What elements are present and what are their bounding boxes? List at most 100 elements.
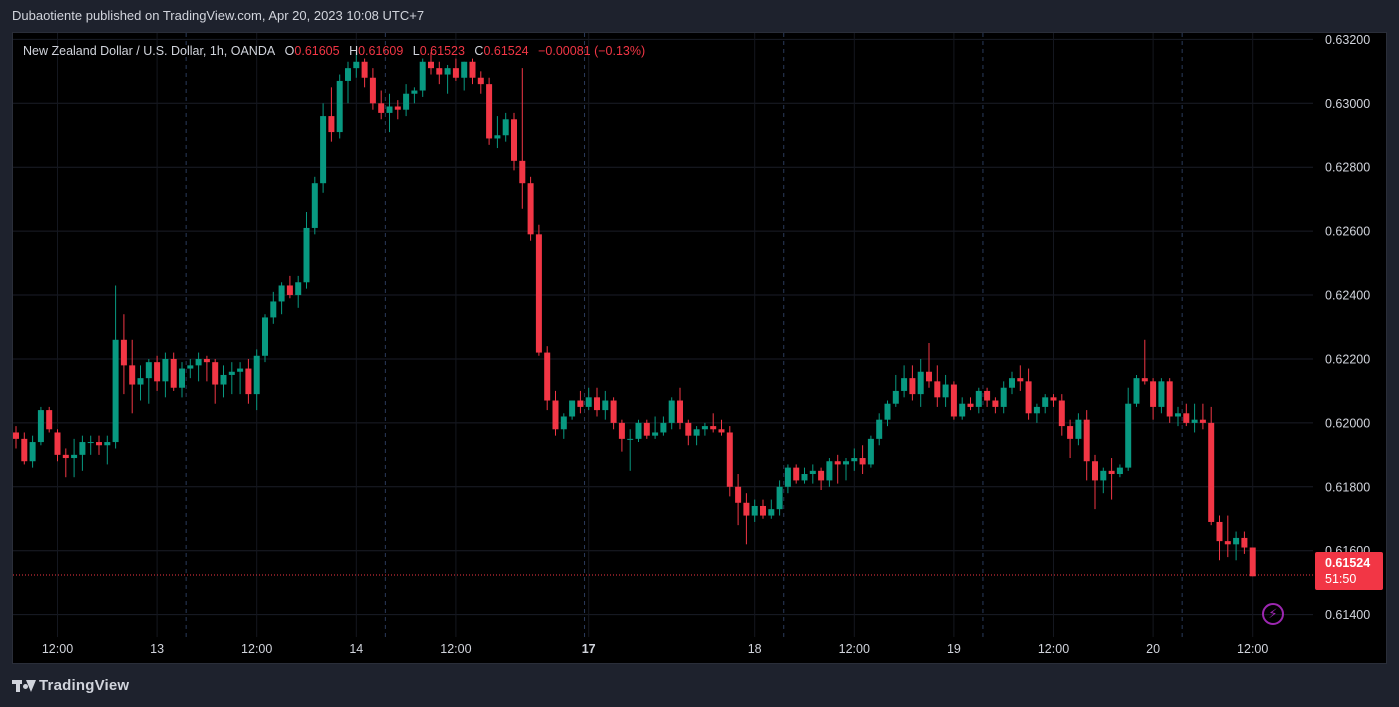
candlestick-chart[interactable]: 0.614000.616000.618000.620000.622000.624… — [13, 33, 1386, 663]
candle[interactable] — [560, 413, 567, 439]
candle[interactable] — [934, 365, 941, 407]
candle[interactable] — [369, 68, 376, 110]
candle[interactable] — [1067, 419, 1074, 459]
candle[interactable] — [1183, 403, 1190, 427]
candle[interactable] — [884, 400, 891, 427]
candle[interactable] — [79, 435, 86, 471]
candle[interactable] — [403, 84, 410, 117]
candle[interactable] — [170, 352, 177, 391]
candle[interactable] — [743, 493, 750, 545]
lightning-bolt-icon[interactable]: ⚡ — [1262, 603, 1284, 625]
candle[interactable] — [71, 438, 78, 478]
candle[interactable] — [602, 390, 609, 420]
candle[interactable] — [336, 74, 343, 139]
candle[interactable] — [187, 358, 194, 379]
candle[interactable] — [693, 426, 700, 446]
candle[interactable] — [1050, 394, 1057, 407]
candle[interactable] — [942, 374, 949, 407]
candle[interactable] — [677, 387, 683, 430]
candle[interactable] — [544, 346, 551, 411]
candle[interactable] — [353, 52, 360, 78]
candle[interactable] — [618, 419, 625, 452]
candle[interactable] — [901, 365, 908, 398]
candle[interactable] — [1141, 339, 1148, 385]
candle[interactable] — [701, 422, 708, 436]
candle[interactable] — [959, 397, 966, 420]
candle[interactable] — [527, 176, 534, 241]
candle[interactable] — [834, 454, 841, 484]
candle[interactable] — [1224, 515, 1231, 558]
candle[interactable] — [1166, 378, 1173, 423]
candle[interactable] — [950, 381, 957, 420]
candle[interactable] — [569, 400, 576, 420]
candle[interactable] — [818, 467, 825, 490]
candle[interactable] — [62, 448, 69, 478]
candle[interactable] — [21, 432, 28, 465]
candle[interactable] — [768, 499, 775, 519]
candle[interactable] — [710, 413, 717, 433]
candle[interactable] — [212, 358, 219, 404]
candle[interactable] — [652, 416, 659, 439]
candle[interactable] — [577, 390, 584, 414]
candle[interactable] — [494, 116, 501, 149]
candle[interactable] — [162, 352, 169, 398]
candle[interactable] — [328, 87, 335, 142]
candle[interactable] — [502, 112, 509, 142]
candle[interactable] — [87, 435, 94, 455]
candle[interactable] — [120, 314, 127, 395]
candle[interactable] — [660, 416, 667, 436]
candle[interactable] — [237, 362, 244, 395]
candle[interactable] — [278, 282, 285, 315]
candle[interactable] — [984, 387, 991, 407]
candle[interactable] — [735, 474, 742, 526]
candle[interactable] — [311, 176, 318, 235]
candle[interactable] — [1158, 378, 1165, 414]
candle[interactable] — [469, 58, 476, 85]
candle[interactable] — [411, 87, 418, 104]
time-axis[interactable]: 12:00 13 12:00 14 12:00 17 18 12:00 19 12:00 20 12:… — [42, 642, 1269, 656]
candle[interactable] — [419, 58, 426, 97]
candle[interactable] — [519, 68, 526, 209]
candle[interactable] — [154, 355, 161, 391]
candle[interactable] — [859, 445, 866, 475]
candle[interactable] — [29, 435, 36, 468]
candle[interactable] — [262, 314, 268, 363]
candle[interactable] — [1042, 394, 1049, 414]
candle[interactable] — [926, 342, 932, 388]
candle[interactable] — [1216, 515, 1223, 561]
candle[interactable] — [776, 480, 783, 516]
candle[interactable] — [145, 358, 152, 404]
candle[interactable] — [909, 365, 916, 401]
candle[interactable] — [1116, 464, 1123, 478]
candle[interactable] — [220, 365, 227, 398]
candle[interactable] — [461, 61, 468, 91]
candle[interactable] — [511, 112, 517, 171]
candle[interactable] — [1083, 410, 1090, 481]
candle[interactable] — [112, 285, 119, 449]
candles[interactable] — [13, 52, 1256, 577]
candle[interactable] — [843, 458, 849, 481]
candle[interactable] — [436, 61, 443, 85]
candle[interactable] — [760, 499, 766, 519]
candle[interactable] — [477, 71, 484, 94]
candle[interactable] — [444, 64, 451, 94]
candle[interactable] — [303, 211, 310, 289]
candle[interactable] — [718, 419, 725, 436]
symbol-name[interactable]: New Zealand Dollar / U.S. Dollar, 1h, OA… — [23, 44, 276, 58]
price-axis[interactable]: 0.614000.616000.618000.620000.622000.624… — [1325, 33, 1370, 622]
candle[interactable] — [203, 355, 210, 382]
candle[interactable] — [1017, 365, 1024, 391]
candle[interactable] — [1033, 403, 1040, 423]
candle[interactable] — [452, 58, 459, 81]
candle[interactable] — [1125, 387, 1132, 471]
candle[interactable] — [876, 413, 883, 446]
chart-panel[interactable]: 0.614000.616000.618000.620000.622000.624… — [12, 32, 1387, 664]
candle[interactable] — [610, 397, 617, 430]
candle[interactable] — [1208, 406, 1215, 526]
candle[interactable] — [635, 419, 642, 443]
candle[interactable] — [1058, 394, 1065, 436]
candle[interactable] — [1075, 413, 1082, 446]
candle[interactable] — [345, 61, 351, 104]
candle[interactable] — [320, 103, 327, 193]
candle[interactable] — [867, 435, 874, 468]
